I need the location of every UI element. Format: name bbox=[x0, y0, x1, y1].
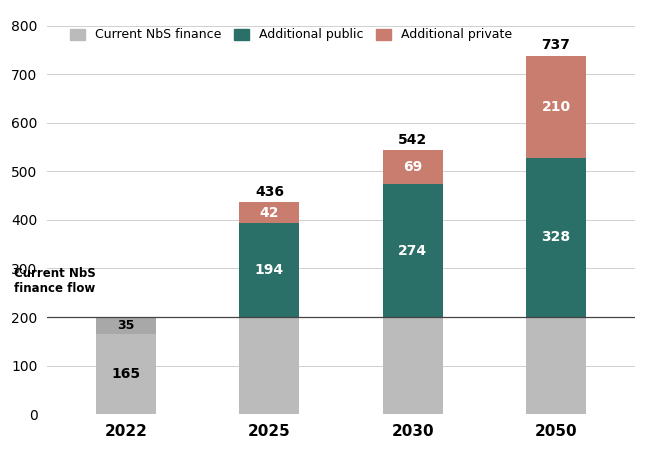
Text: 35: 35 bbox=[118, 319, 135, 332]
Bar bbox=[526, 56, 586, 158]
Bar bbox=[382, 184, 443, 317]
Text: 737: 737 bbox=[541, 38, 570, 52]
Text: 274: 274 bbox=[398, 243, 427, 257]
Bar bbox=[239, 202, 300, 223]
Bar bbox=[526, 158, 586, 317]
Text: 436: 436 bbox=[255, 185, 284, 199]
Bar bbox=[526, 317, 586, 414]
Bar bbox=[96, 317, 156, 334]
Text: 328: 328 bbox=[541, 230, 570, 244]
Bar bbox=[239, 223, 300, 317]
Text: 542: 542 bbox=[398, 133, 428, 147]
Text: 194: 194 bbox=[255, 263, 284, 277]
Text: 42: 42 bbox=[260, 206, 279, 220]
Legend: Current NbS finance, Additional public, Additional private: Current NbS finance, Additional public, … bbox=[65, 23, 517, 46]
Bar bbox=[96, 334, 156, 414]
Text: 165: 165 bbox=[112, 367, 141, 381]
Text: Current NbS
finance flow: Current NbS finance flow bbox=[14, 267, 95, 295]
Bar bbox=[382, 317, 443, 414]
Text: 210: 210 bbox=[541, 100, 570, 114]
Bar bbox=[239, 317, 300, 414]
Bar bbox=[382, 150, 443, 184]
Text: 69: 69 bbox=[403, 160, 422, 174]
